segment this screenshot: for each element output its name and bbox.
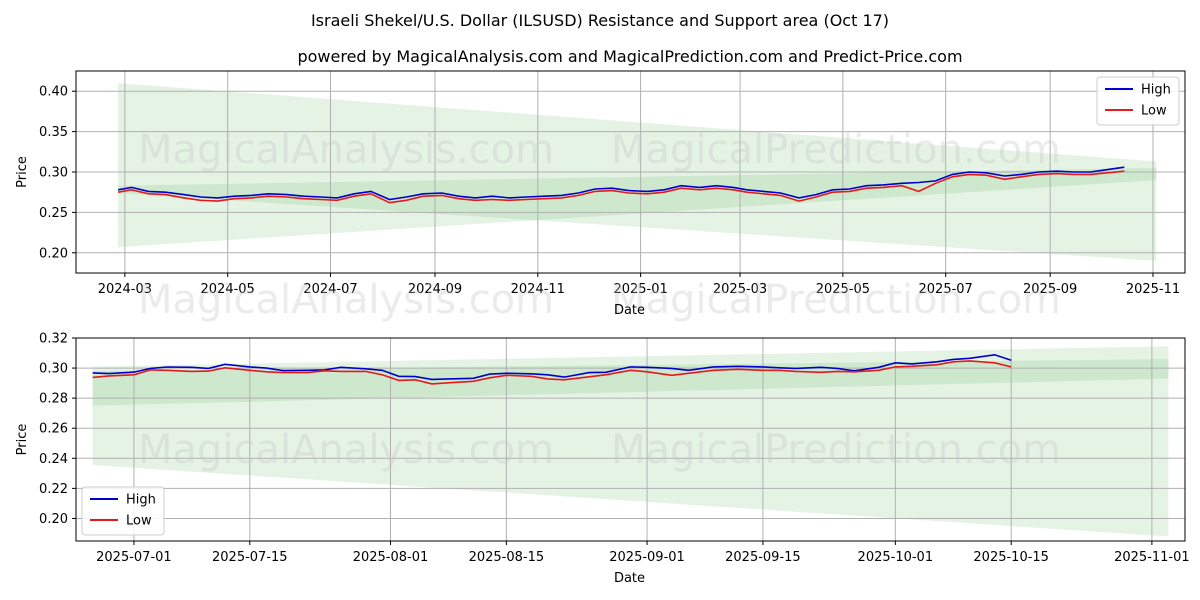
series-line-low [92, 360, 1012, 385]
y-axis-label: Price [15, 156, 30, 188]
y-tick-label: 0.22 [39, 482, 68, 497]
legend-label-low: Low [126, 514, 152, 529]
x-tick-label: 2024-09 [408, 282, 462, 297]
band-1 [118, 83, 1157, 248]
chart-panel-2: 0.20 0.22 0.24 0.26 0.28 0.30 0.32 2025-07-01 20… [15, 332, 1190, 587]
watermark-text: MagicalPrediction.com [611, 127, 1061, 173]
x-tick-label: 2025-09-01 [609, 550, 685, 565]
band-2 [118, 167, 1157, 261]
legend: High Low [81, 486, 165, 536]
y-tick-label: 0.20 [39, 246, 68, 261]
plot-frame [75, 337, 1186, 542]
x-tick-label: 2025-10-15 [973, 550, 1049, 565]
x-tick-label: 2025-07-15 [212, 550, 288, 565]
x-tick-label: 2025-07-01 [96, 550, 172, 565]
x-tick-label: 2025-09-15 [725, 550, 801, 565]
x-tick-label: 2024-03 [98, 282, 152, 297]
x-tick-label: 2025-01 [613, 282, 667, 297]
watermark-text: MagicalAnalysis.com [138, 127, 554, 173]
y-tick-label: 0.40 [39, 85, 68, 100]
x-tick-label: 2025-03 [713, 282, 767, 297]
x-axis-label: Date [614, 303, 645, 318]
legend-label-high: High [1141, 83, 1171, 98]
y-tick-label: 0.26 [39, 422, 68, 437]
y-tick-label: 0.20 [39, 512, 68, 527]
x-tick-label: 2024-07 [303, 282, 357, 297]
y-tick-label: 0.28 [39, 392, 68, 407]
series-line-high [92, 353, 1012, 381]
legend-label-high: High [126, 493, 156, 508]
x-tick-label: 2025-08-15 [469, 550, 545, 565]
watermark-text: MagicalAnalysis.com [138, 427, 554, 473]
y-tick-label: 0.32 [39, 332, 68, 347]
chart-title: Israeli Shekel/U.S. Dollar (ILSUSD) Resi… [311, 11, 889, 30]
series-line-high [117, 166, 1125, 201]
y-tick-label: 0.30 [39, 362, 68, 377]
watermark-text: MagicalPrediction.com [611, 427, 1061, 473]
band-2 [92, 359, 1169, 537]
x-axis-label: Date [614, 571, 645, 586]
chart-subtitle: powered by MagicalAnalysis.com and Magic… [297, 47, 962, 66]
x-tick-label: 2024-11 [511, 282, 565, 297]
y-tick-label: 0.25 [39, 206, 68, 221]
y-tick-label: 0.24 [39, 452, 68, 467]
x-tick-label: 2025-10-01 [858, 550, 934, 565]
x-tick-label: 2025-09 [1023, 282, 1077, 297]
x-tick-label: 2025-11-01 [1114, 550, 1190, 565]
x-tick-label: 2025-11 [1126, 282, 1180, 297]
chart-panel-1: 0.20 0.25 0.30 0.35 0.40 2024-03 2024-05 2024-0… [15, 70, 1186, 323]
x-tick-label: 2025-08-01 [353, 550, 429, 565]
x-tick-label: 2024-05 [201, 282, 255, 297]
series-line-low [117, 170, 1125, 204]
x-tick-label: 2025-05 [816, 282, 870, 297]
y-tick-label: 0.35 [39, 125, 68, 140]
x-tick-label: 2025-07 [919, 282, 973, 297]
legend: High Low [1096, 76, 1180, 126]
watermark-text: MagicalPrediction.com [611, 277, 1061, 323]
watermark-text: MagicalAnalysis.com [138, 277, 554, 323]
plot-frame [75, 70, 1186, 274]
band-1 [92, 346, 1169, 406]
y-axis-label: Price [15, 424, 30, 456]
y-tick-label: 0.30 [39, 166, 68, 181]
legend-label-low: Low [1141, 104, 1167, 119]
